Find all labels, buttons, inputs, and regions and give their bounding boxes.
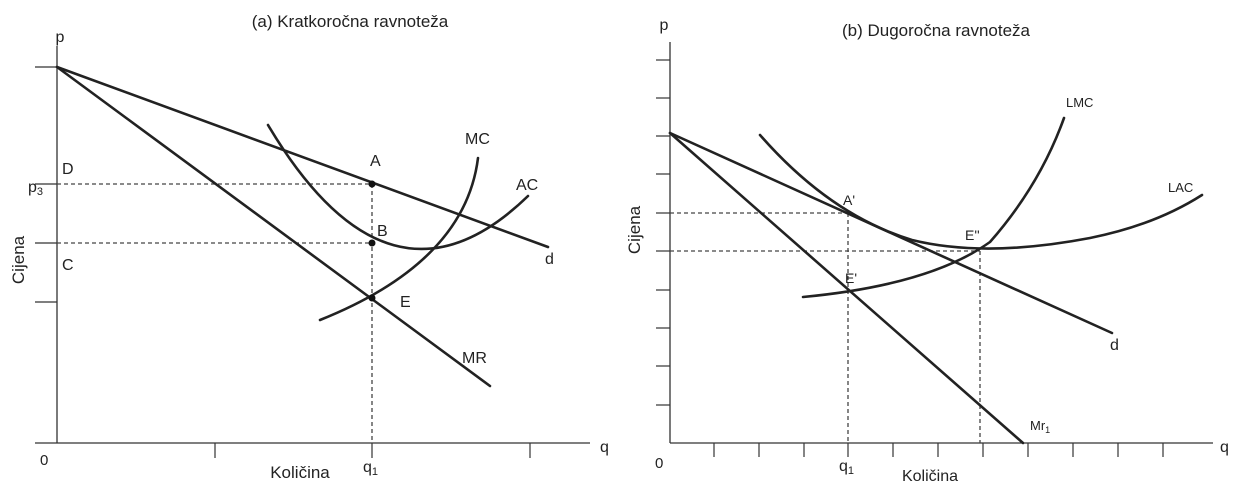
panel-b-mr-curve: [668, 131, 1025, 445]
panel-a-ylabel: Cijena: [9, 235, 28, 284]
panel-b-y-ticks: [656, 59, 670, 406]
panel-a-x-ticks: [214, 443, 531, 458]
panel-b-axis-p-label: p: [660, 17, 669, 34]
panel-a-xlabel: Količina: [270, 463, 330, 482]
panel-b-title: (b) Dugoročna ravnoteža: [842, 21, 1031, 40]
panel-a-demand-curve: [55, 65, 550, 249]
panel-a-axis-q-label: q: [600, 439, 609, 456]
panel-a-y-ticks: [35, 66, 57, 303]
panel-a-mr-curve: [55, 65, 492, 388]
panel-b-ylabel: Cijena: [625, 205, 644, 254]
panel-b-curve-d-label: d: [1110, 337, 1119, 354]
panel-b-label-e2: E'': [965, 227, 980, 243]
panel-b-label-e1: E': [845, 270, 857, 286]
panel-a-point-e: [368, 294, 376, 302]
panel-a-curve-mr-label: MR: [462, 350, 487, 367]
panel-b-lac-curve: [758, 133, 1204, 250]
panel-a-origin-label: 0: [40, 452, 48, 469]
panel-a-ac-curve: [266, 123, 530, 251]
panel-a-point-a: [368, 180, 376, 188]
panel-b-lmc-curve: [801, 116, 1066, 299]
panel-a-label-e: E: [400, 294, 411, 311]
panel-b-qty-q1-label: q1: [839, 458, 854, 477]
panel-a-label-b: B: [377, 223, 388, 240]
panel-b-xlabel: Količina: [902, 468, 958, 485]
panel-b-label-a: A': [843, 192, 855, 208]
panel-a-curve-ac-label: AC: [516, 177, 538, 194]
panel-b-origin-label: 0: [655, 455, 663, 472]
panel-a-curve-d-label: d: [545, 251, 554, 268]
panel-a-label-c: C: [62, 257, 74, 274]
panel-b-curve-mr-label: Mr1: [1030, 418, 1050, 435]
panel-b-curve-lmc-label: LMC: [1066, 95, 1093, 110]
panel-a-point-b: [368, 239, 376, 247]
panel-b-curve-lac-label: LAC: [1168, 180, 1193, 195]
panel-a-label-d: D: [62, 161, 74, 178]
panel-b-x-ticks: [713, 443, 1164, 457]
panel-a-label-a: A: [370, 153, 381, 170]
panel-a-axis-p-label: p: [56, 29, 65, 46]
panel-a: (a) Kratkoročna ravnoteža p q 0 Količina…: [9, 12, 609, 482]
panel-b-axis-q-label: q: [1220, 439, 1229, 456]
panel-a-curve-mc-label: MC: [465, 131, 490, 148]
panel-a-price-p3-label: p3: [28, 179, 43, 198]
panel-a-mc-curve: [318, 156, 480, 322]
panel-a-title: (a) Kratkoročna ravnoteža: [252, 12, 449, 31]
panel-b: (b) Dugoročna ravnoteža: [625, 17, 1229, 485]
panel-a-qty-q1-label: q1: [363, 459, 378, 478]
